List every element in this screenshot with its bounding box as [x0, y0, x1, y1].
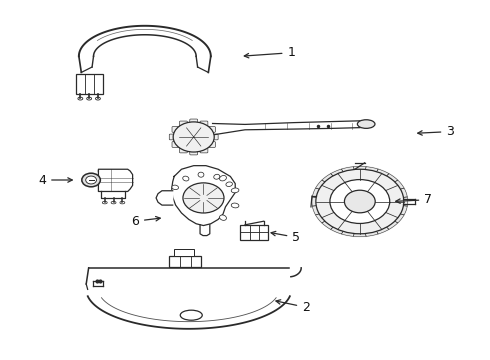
Ellipse shape	[87, 97, 92, 100]
Polygon shape	[316, 213, 327, 223]
Polygon shape	[316, 180, 327, 190]
Polygon shape	[342, 230, 354, 237]
Polygon shape	[312, 197, 318, 206]
Polygon shape	[354, 232, 366, 237]
Bar	[174, 249, 194, 256]
FancyBboxPatch shape	[200, 121, 208, 127]
Text: 5: 5	[271, 231, 300, 244]
Text: 4: 4	[38, 174, 72, 186]
Circle shape	[344, 190, 375, 213]
Polygon shape	[98, 169, 133, 192]
Polygon shape	[393, 180, 404, 190]
Circle shape	[183, 183, 224, 213]
FancyBboxPatch shape	[169, 134, 177, 140]
FancyBboxPatch shape	[190, 119, 197, 125]
Circle shape	[330, 180, 390, 224]
FancyBboxPatch shape	[208, 127, 216, 132]
Ellipse shape	[111, 201, 116, 204]
Polygon shape	[210, 121, 360, 135]
Ellipse shape	[82, 173, 100, 187]
Polygon shape	[331, 226, 344, 234]
Polygon shape	[312, 206, 321, 215]
Polygon shape	[365, 230, 378, 237]
Polygon shape	[172, 166, 235, 226]
Polygon shape	[331, 169, 344, 177]
FancyBboxPatch shape	[179, 147, 187, 153]
Polygon shape	[312, 188, 321, 198]
Ellipse shape	[180, 310, 202, 320]
Text: 7: 7	[396, 193, 432, 206]
FancyBboxPatch shape	[172, 127, 180, 132]
Ellipse shape	[231, 203, 239, 208]
Bar	[76, 74, 103, 94]
Bar	[240, 225, 269, 240]
Circle shape	[316, 169, 404, 234]
Polygon shape	[398, 206, 407, 215]
Text: 1: 1	[245, 46, 295, 59]
FancyBboxPatch shape	[172, 141, 180, 147]
Text: 3: 3	[418, 125, 454, 138]
Ellipse shape	[78, 97, 83, 100]
Circle shape	[173, 122, 214, 152]
Polygon shape	[385, 220, 398, 229]
Polygon shape	[398, 188, 407, 198]
Polygon shape	[376, 226, 389, 234]
Ellipse shape	[220, 215, 226, 220]
FancyBboxPatch shape	[210, 134, 218, 140]
FancyBboxPatch shape	[200, 147, 208, 153]
Polygon shape	[354, 166, 366, 171]
Polygon shape	[385, 174, 398, 183]
Ellipse shape	[102, 201, 107, 204]
Bar	[169, 256, 201, 267]
FancyBboxPatch shape	[208, 141, 216, 147]
Ellipse shape	[220, 176, 226, 181]
Ellipse shape	[120, 201, 125, 204]
Polygon shape	[322, 220, 335, 229]
Ellipse shape	[86, 176, 97, 184]
Ellipse shape	[183, 176, 189, 181]
Ellipse shape	[96, 97, 100, 100]
Polygon shape	[156, 191, 172, 205]
Polygon shape	[376, 169, 389, 177]
Polygon shape	[322, 174, 335, 183]
Ellipse shape	[231, 188, 239, 193]
Ellipse shape	[198, 172, 204, 177]
Ellipse shape	[172, 185, 178, 190]
Ellipse shape	[226, 182, 232, 186]
Text: 6: 6	[131, 215, 160, 228]
Polygon shape	[365, 167, 378, 174]
Polygon shape	[393, 213, 404, 223]
Ellipse shape	[357, 120, 375, 129]
Polygon shape	[401, 197, 408, 206]
FancyBboxPatch shape	[179, 121, 187, 127]
Text: 2: 2	[276, 300, 310, 314]
Ellipse shape	[214, 174, 220, 179]
Polygon shape	[342, 167, 354, 174]
FancyBboxPatch shape	[190, 149, 197, 155]
